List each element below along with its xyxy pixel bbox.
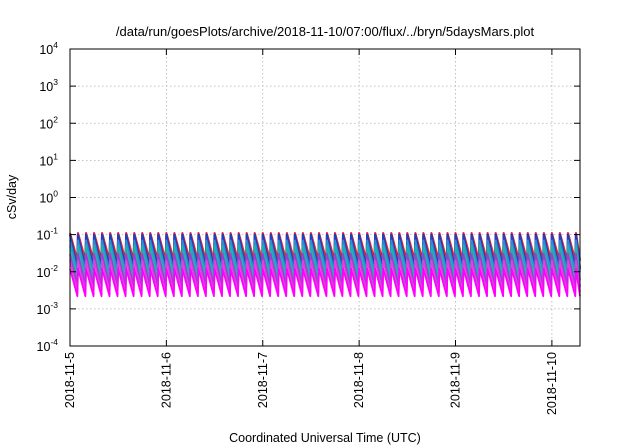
- y-axis-label: cSv/day: [5, 174, 19, 219]
- x-tick-label: 2018-11-5: [63, 352, 77, 408]
- series-line-7: [69, 267, 581, 298]
- y-tick-label: 103: [39, 77, 58, 94]
- y-tick-label: 100: [39, 189, 58, 206]
- y-tick-label: 10-3: [37, 300, 59, 317]
- x-tick-label: 2018-11-10: [545, 352, 559, 415]
- x-tick-label: 2018-11-8: [352, 352, 366, 408]
- y-tick-label: 101: [39, 151, 58, 168]
- chart-title: /data/run/goesPlots/archive/2018-11-10/0…: [116, 24, 535, 39]
- x-tick-labels: 2018-11-5 2018-11-6 2018-11-7 2018-11-8 2018…: [63, 352, 559, 415]
- y-tick-label: 104: [39, 40, 58, 57]
- y-tick-label: 10-2: [37, 263, 59, 280]
- y-tick-label: 10-4: [37, 337, 59, 354]
- x-tick-label: 2018-11-9: [449, 352, 463, 408]
- tick-marks: [69, 48, 580, 347]
- y-tick-labels: 10-4 10-3 10-2 10-1 100 101 102 103 104: [37, 40, 59, 354]
- series-group: [68, 232, 582, 298]
- y-tick-label: 10-1: [37, 226, 59, 243]
- x-tick-label: 2018-11-7: [256, 352, 270, 408]
- x-axis-label: Coordinated Universal Time (UTC): [229, 431, 421, 445]
- grid: [70, 49, 580, 346]
- y-tick-label: 102: [39, 114, 58, 131]
- x-tick-label: 2018-11-6: [159, 352, 173, 408]
